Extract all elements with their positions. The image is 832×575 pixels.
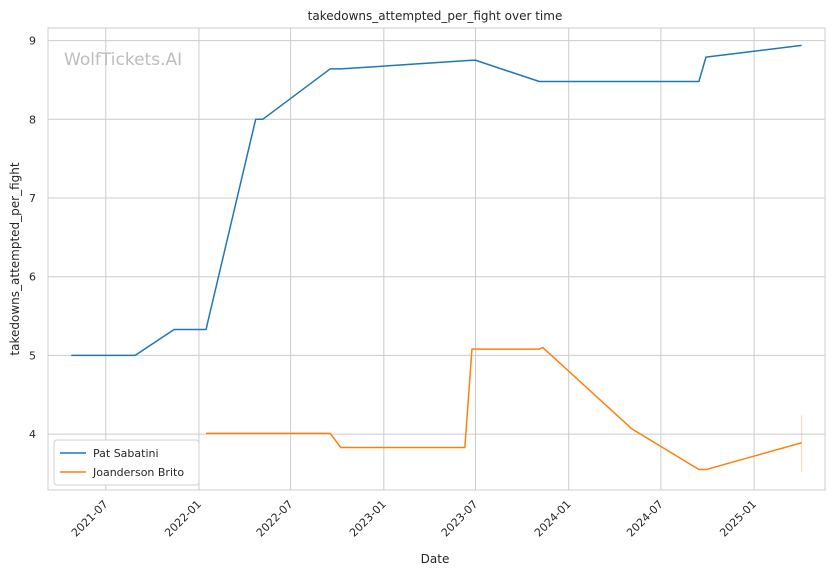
series-group bbox=[71, 44, 803, 472]
x-tick-label: 2021-07 bbox=[69, 498, 111, 540]
legend: Pat Sabatini Joanderson Brito bbox=[53, 439, 200, 486]
x-tick-label: 2022-01 bbox=[162, 498, 204, 540]
x-tick-label: 2024-07 bbox=[624, 498, 666, 540]
plot-frame bbox=[47, 27, 826, 491]
y-tick-label: 9 bbox=[29, 35, 36, 48]
y-tick-label: 7 bbox=[29, 192, 36, 205]
legend-label-1: Pat Sabatini bbox=[93, 447, 159, 460]
chart-title: takedowns_attempted_per_fight over time bbox=[308, 9, 563, 23]
grid bbox=[48, 28, 825, 490]
watermark: WolfTickets.AI bbox=[64, 50, 182, 70]
y-tick-label: 8 bbox=[29, 113, 36, 126]
y-axis-label: takedowns_attempted_per_fight bbox=[8, 162, 22, 355]
series-line-1 bbox=[71, 44, 802, 357]
x-tick-labels: 2021-07 2022-01 2022-07 2023-01 2023-07 2024-… bbox=[69, 498, 759, 540]
x-tick-label: 2022-07 bbox=[254, 498, 296, 540]
y-tick-label: 4 bbox=[29, 428, 36, 441]
x-tick-label: 2024-01 bbox=[532, 498, 574, 540]
legend-box bbox=[53, 439, 200, 486]
x-tick-label: 2023-01 bbox=[347, 498, 389, 540]
plot-background bbox=[48, 28, 825, 490]
y-tick-label: 5 bbox=[29, 349, 36, 362]
x-axis-label: Date bbox=[421, 552, 450, 566]
x-tick-label: 2025-01 bbox=[717, 498, 759, 540]
x-tick-label: 2023-07 bbox=[439, 498, 481, 540]
series-line-2 bbox=[206, 346, 802, 471]
y-tick-labels: 4 5 6 7 8 9 bbox=[29, 35, 36, 442]
y-tick-label: 6 bbox=[29, 271, 36, 284]
legend-label-2: Joanderson Brito bbox=[92, 466, 184, 479]
